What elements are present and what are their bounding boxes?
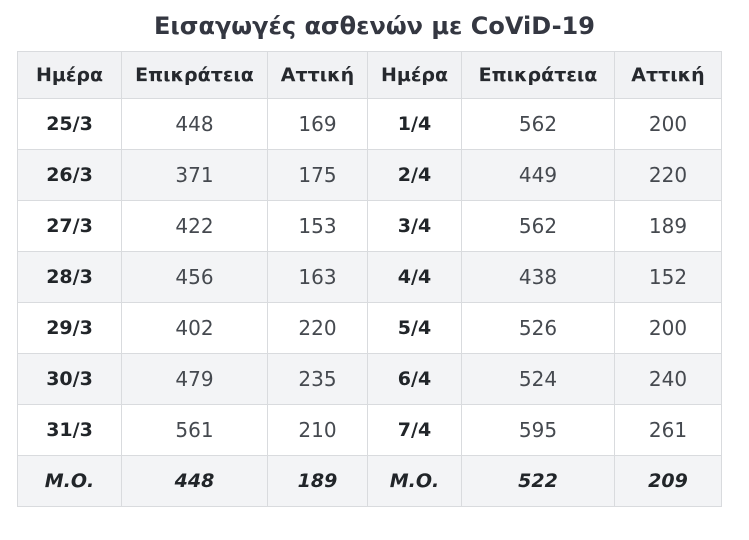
value-cell: 200: [614, 302, 722, 354]
average-value-cell: 522: [461, 455, 615, 507]
column-header-attica-2: Αττική: [614, 51, 722, 99]
table-row: 25/3 448 169 1/4 562 200: [17, 98, 722, 150]
covid-admissions-table: Ημέρα Επικράτεια Αττική Ημέρα Επικράτεια…: [17, 51, 722, 507]
value-cell: 479: [121, 353, 268, 405]
value-cell: 562: [461, 98, 615, 150]
day-cell: 26/3: [17, 149, 122, 201]
value-cell: 456: [121, 251, 268, 303]
value-cell: 210: [267, 404, 368, 456]
day-cell: 2/4: [367, 149, 462, 201]
day-cell: 31/3: [17, 404, 122, 456]
column-header-territory-2: Επικράτεια: [461, 51, 615, 99]
table-row: 29/3 402 220 5/4 526 200: [17, 302, 722, 354]
value-cell: 175: [267, 149, 368, 201]
day-cell: 4/4: [367, 251, 462, 303]
value-cell: 526: [461, 302, 615, 354]
value-cell: 200: [614, 98, 722, 150]
value-cell: 448: [121, 98, 268, 150]
value-cell: 163: [267, 251, 368, 303]
value-cell: 261: [614, 404, 722, 456]
day-cell: 25/3: [17, 98, 122, 150]
day-cell: 27/3: [17, 200, 122, 252]
page-title: Εισαγωγές ασθενών με CoViD-19: [154, 12, 595, 40]
column-header-day-2: Ημέρα: [367, 51, 462, 99]
value-cell: 402: [121, 302, 268, 354]
day-cell: 1/4: [367, 98, 462, 150]
day-cell: 7/4: [367, 404, 462, 456]
column-header-territory-1: Επικράτεια: [121, 51, 268, 99]
day-cell: 3/4: [367, 200, 462, 252]
value-cell: 438: [461, 251, 615, 303]
table-header: Ημέρα Επικράτεια Αττική Ημέρα Επικράτεια…: [17, 51, 722, 99]
value-cell: 235: [267, 353, 368, 405]
value-cell: 152: [614, 251, 722, 303]
value-cell: 220: [267, 302, 368, 354]
value-cell: 189: [614, 200, 722, 252]
average-label-cell: Μ.Ο.: [367, 455, 462, 507]
column-header-day-1: Ημέρα: [17, 51, 122, 99]
value-cell: 524: [461, 353, 615, 405]
value-cell: 371: [121, 149, 268, 201]
table-row: 30/3 479 235 6/4 524 240: [17, 353, 722, 405]
table-row: 28/3 456 163 4/4 438 152: [17, 251, 722, 303]
value-cell: 220: [614, 149, 722, 201]
day-cell: 28/3: [17, 251, 122, 303]
value-cell: 169: [267, 98, 368, 150]
average-label-cell: Μ.Ο.: [17, 455, 122, 507]
average-value-cell: 189: [267, 455, 368, 507]
day-cell: 5/4: [367, 302, 462, 354]
column-header-attica-1: Αττική: [267, 51, 368, 99]
header-row: Ημέρα Επικράτεια Αττική Ημέρα Επικράτεια…: [17, 51, 722, 99]
average-value-cell: 209: [614, 455, 722, 507]
value-cell: 449: [461, 149, 615, 201]
value-cell: 595: [461, 404, 615, 456]
value-cell: 561: [121, 404, 268, 456]
value-cell: 562: [461, 200, 615, 252]
table-row: 31/3 561 210 7/4 595 261: [17, 404, 722, 456]
day-cell: 30/3: [17, 353, 122, 405]
value-cell: 422: [121, 200, 268, 252]
table-row: 27/3 422 153 3/4 562 189: [17, 200, 722, 252]
day-cell: 29/3: [17, 302, 122, 354]
average-value-cell: 448: [121, 455, 268, 507]
day-cell: 6/4: [367, 353, 462, 405]
average-row: Μ.Ο. 448 189 Μ.Ο. 522 209: [17, 455, 722, 507]
table-body: 25/3 448 169 1/4 562 200 26/3 371 175 2/4 449 220 27…: [17, 98, 722, 507]
table-row: 26/3 371 175 2/4 449 220: [17, 149, 722, 201]
value-cell: 153: [267, 200, 368, 252]
value-cell: 240: [614, 353, 722, 405]
